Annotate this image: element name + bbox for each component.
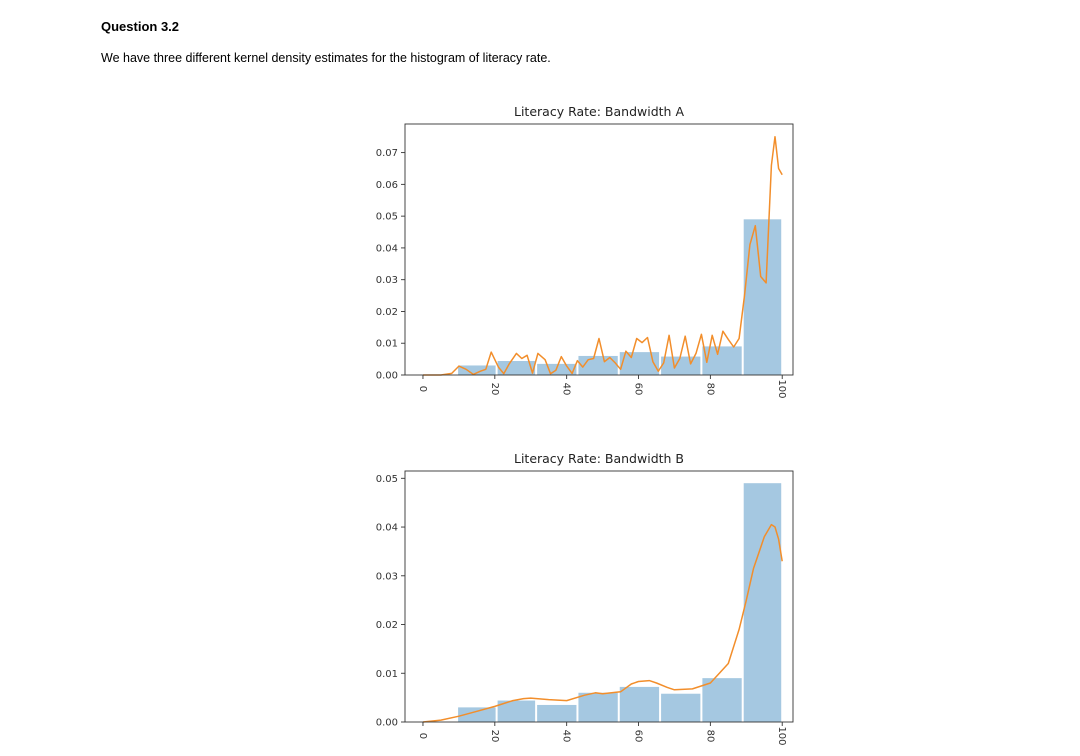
- y-tick-label: 0.05: [376, 212, 398, 223]
- x-tick-label: 100: [776, 379, 787, 398]
- y-tick-label: 0.03: [376, 275, 398, 286]
- histogram-bar: [497, 361, 536, 375]
- histogram-bar: [619, 686, 660, 722]
- plot-frame: [404, 470, 794, 723]
- chart-title: Literacy Rate: Bandwidth A: [514, 104, 684, 119]
- x-tick-label: 40: [561, 383, 572, 396]
- histogram-bar: [458, 707, 496, 722]
- kde-line: [422, 523, 783, 723]
- x-tick-label: 80: [704, 383, 715, 396]
- x-tick-label: 60: [633, 383, 644, 396]
- histogram-bar: [497, 700, 536, 722]
- y-tick-label: 0.00: [376, 371, 398, 382]
- x-tick-label: 0: [417, 386, 428, 392]
- y-tick-label: 0.00: [376, 718, 398, 729]
- y-tick-label: 0.02: [376, 620, 398, 631]
- histogram-bar: [619, 352, 660, 375]
- histogram-bar: [578, 692, 618, 722]
- y-tick-label: 0.04: [376, 243, 398, 254]
- x-tick-label: 0: [417, 733, 428, 739]
- x-tick-label: 100: [776, 726, 787, 745]
- question-title: Question 3.2: [101, 19, 180, 34]
- histogram-bar: [702, 678, 742, 722]
- y-tick-label: 0.02: [376, 307, 398, 318]
- histogram-bar: [537, 704, 577, 722]
- x-tick-label: 60: [633, 730, 644, 743]
- x-tick-label: 40: [561, 730, 572, 743]
- y-tick-label: 0.05: [376, 474, 398, 485]
- x-tick-label: 20: [489, 730, 500, 743]
- x-tick-label: 80: [704, 730, 715, 743]
- chart-title: Literacy Rate: Bandwidth B: [514, 451, 684, 466]
- y-tick-label: 0.07: [376, 148, 398, 159]
- y-tick-label: 0.01: [376, 339, 398, 350]
- y-tick-label: 0.03: [376, 571, 398, 582]
- y-tick-label: 0.04: [376, 523, 398, 534]
- histogram-bar: [743, 483, 782, 722]
- question-text: We have three different kernel density e…: [101, 51, 551, 65]
- y-tick-label: 0.01: [376, 669, 398, 680]
- histogram-bar: [458, 365, 496, 375]
- x-tick-label: 20: [489, 383, 500, 396]
- kde-line: [423, 135, 783, 376]
- y-tick-label: 0.06: [376, 180, 398, 191]
- plot-frame: [404, 123, 794, 376]
- histogram-bar: [661, 693, 701, 722]
